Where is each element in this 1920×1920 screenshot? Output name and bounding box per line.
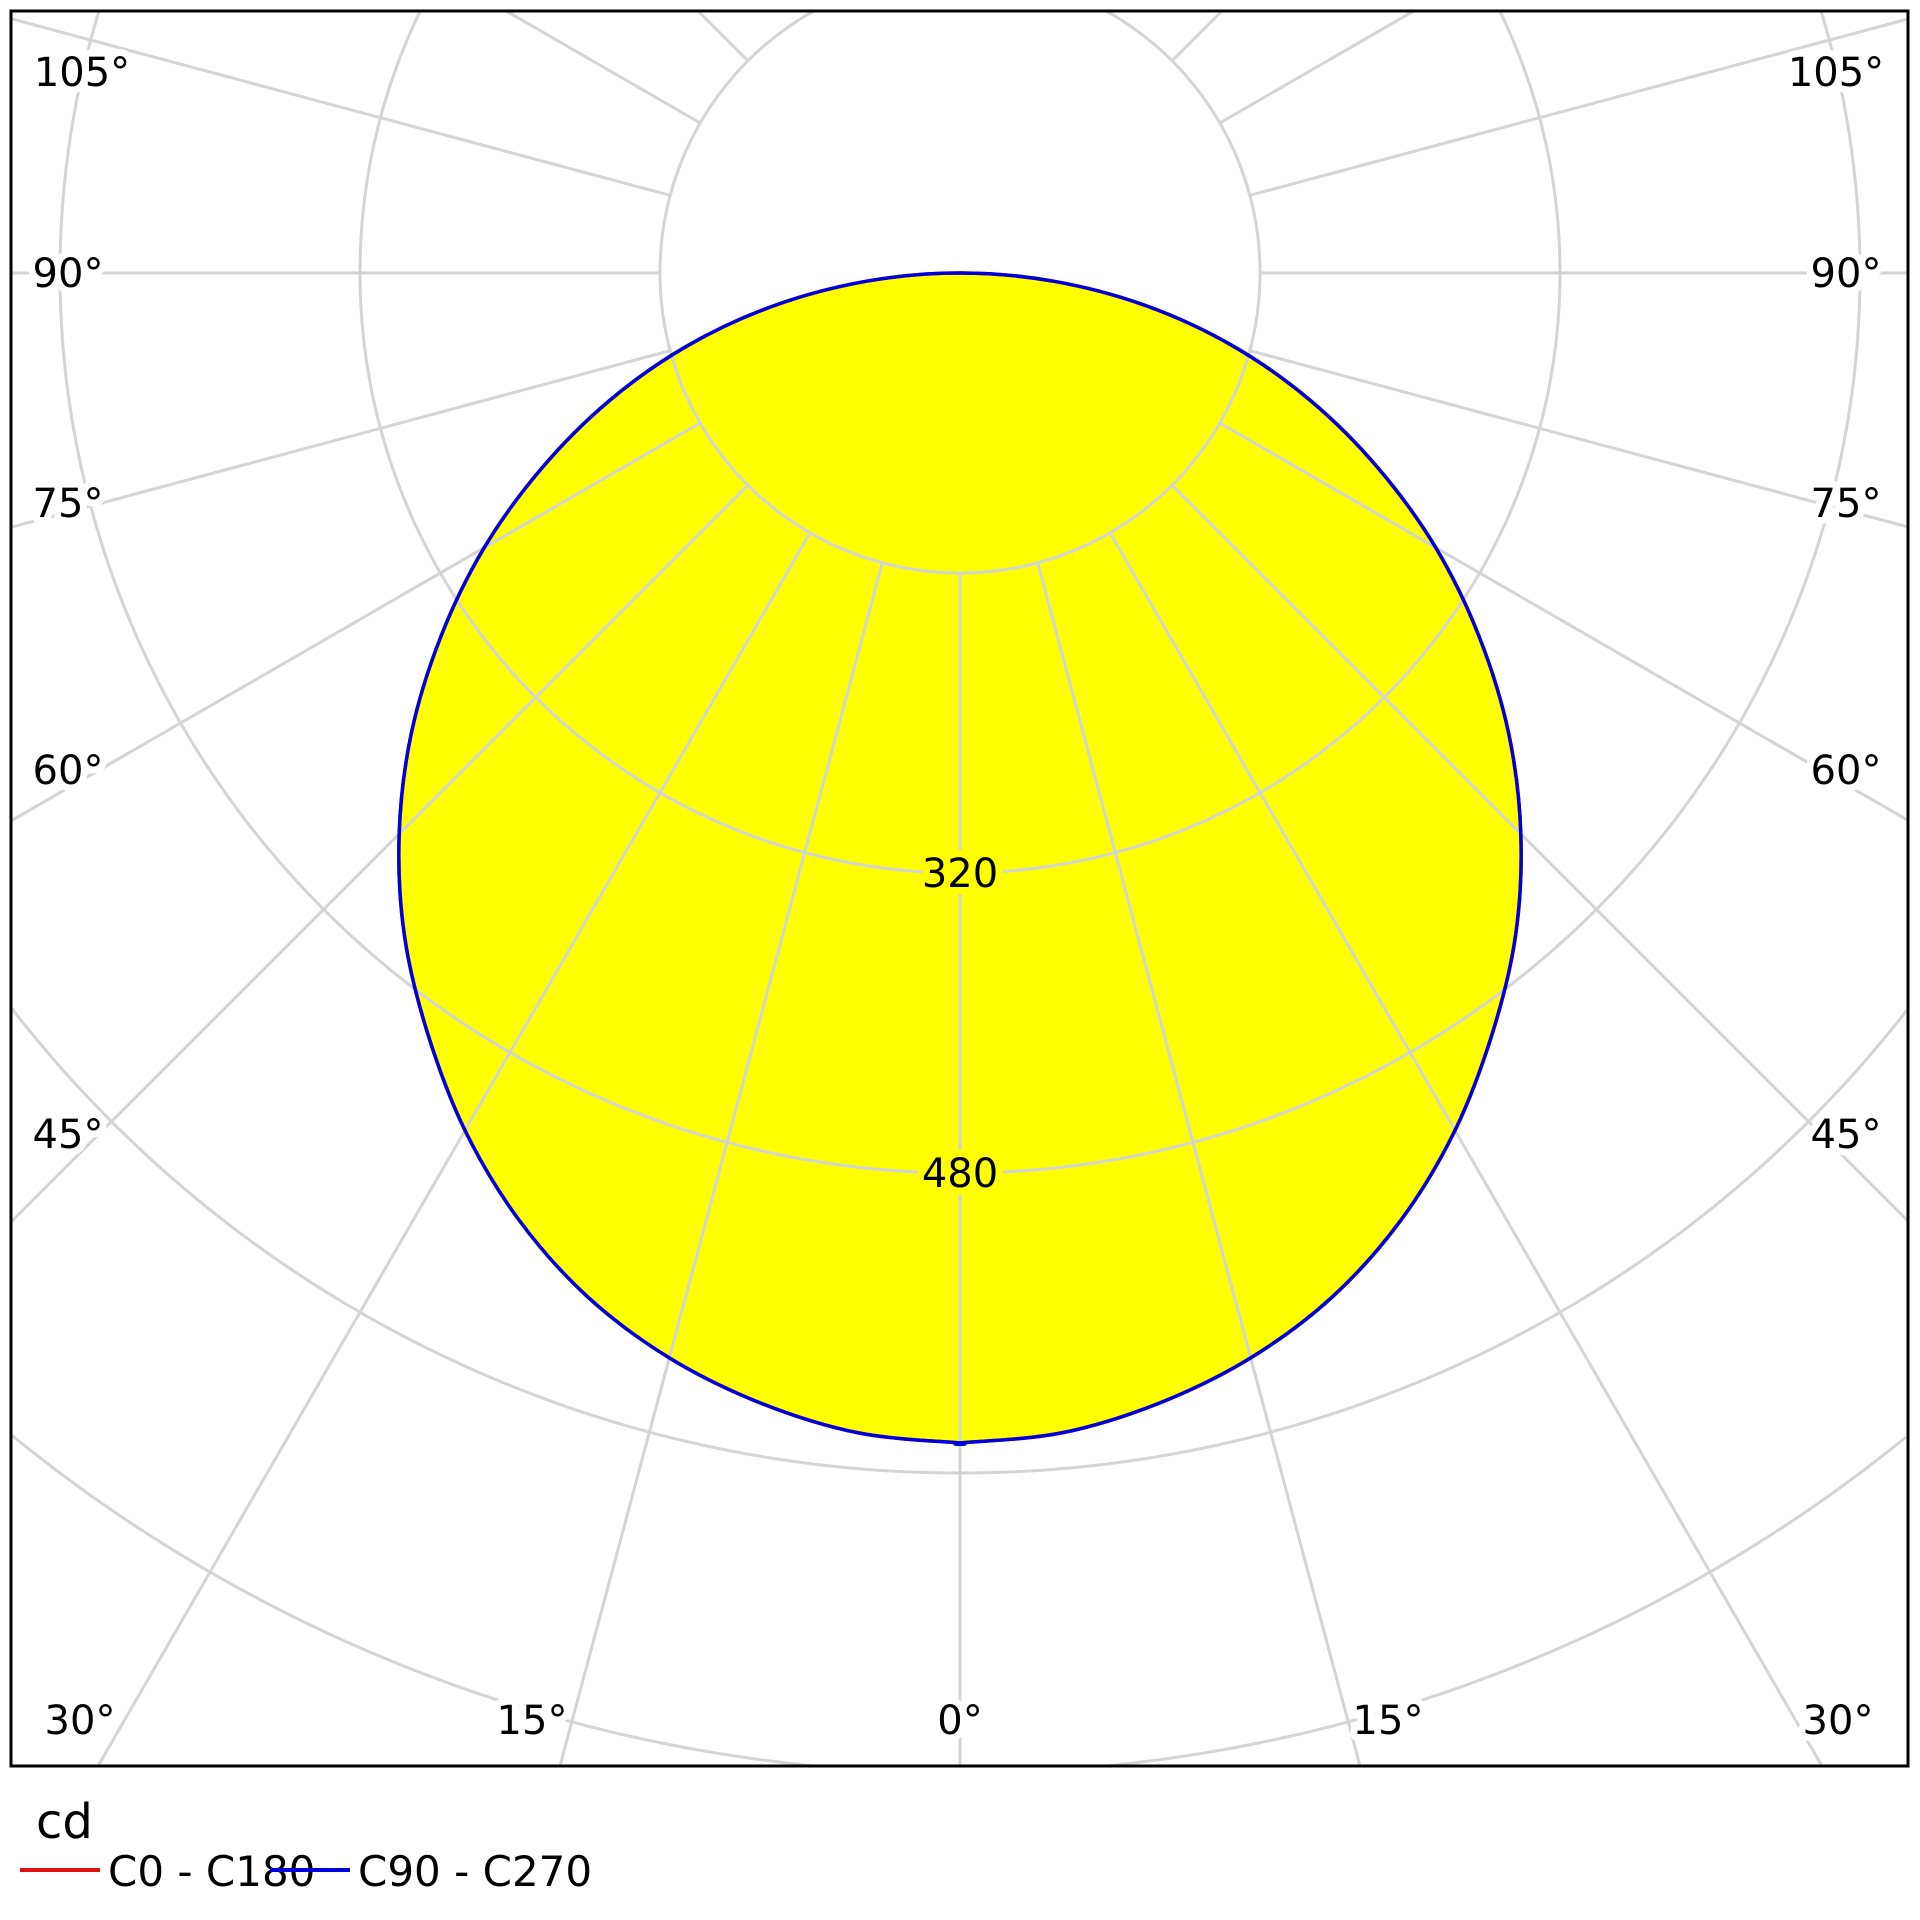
- grid-spoke: [96, 532, 812, 1766]
- grid-spoke: [11, 17, 671, 197]
- grid-ring: [11, 1434, 814, 1766]
- grid-spoke: [505, 11, 701, 125]
- grid-spoke: [696, 11, 749, 62]
- grid-spoke: [1171, 484, 1908, 1223]
- angle-label: 45°: [33, 1112, 104, 1158]
- angle-label: 15°: [1353, 1698, 1424, 1744]
- angle-label: 90°: [33, 251, 104, 297]
- grid-spoke: [1036, 562, 1362, 1766]
- angle-label: 60°: [33, 748, 104, 794]
- plot-frame: [9, 9, 1910, 1768]
- grid-ring: [1498, 11, 1562, 273]
- grid-ring: [658, 11, 1262, 575]
- grid-ring: [1819, 11, 1862, 273]
- grid-spoke: [11, 349, 671, 529]
- angle-label: 45°: [1811, 1112, 1882, 1158]
- angle-label: 30°: [1803, 1698, 1874, 1744]
- grid-ring: [1105, 11, 1262, 273]
- grid-spoke: [1249, 17, 1908, 197]
- grid-ring: [1106, 1435, 1907, 1766]
- angle-label: 0°: [937, 1698, 982, 1744]
- grid-spoke: [1219, 11, 1415, 125]
- angle-label: 30°: [45, 1698, 116, 1744]
- grid-spoke: [11, 484, 749, 1224]
- grid-spoke: [558, 562, 884, 1766]
- angle-label: 105°: [34, 50, 130, 96]
- series-curve-c90-c270: [397, 271, 1523, 1447]
- grid-spoke: [1219, 421, 1908, 822]
- angle-label: 60°: [1811, 748, 1882, 794]
- grid-spoke: [1171, 11, 1224, 62]
- angle-label: 15°: [497, 1698, 568, 1744]
- grid-spoke: [1249, 349, 1908, 529]
- grid-ring: [58, 11, 1862, 1175]
- angle-label: 90°: [1811, 251, 1882, 297]
- unit-label: cd: [36, 1794, 93, 1850]
- grid-spoke: [1108, 532, 1824, 1766]
- radial-tick-label: 320: [922, 851, 998, 897]
- grid-ring: [358, 11, 1562, 875]
- angle-label: 75°: [33, 481, 104, 527]
- legend-label-c90-c270: C90 - C270: [358, 1847, 592, 1896]
- radial-tick-label: 480: [922, 1151, 998, 1197]
- angle-label: 75°: [1811, 481, 1882, 527]
- angle-label: 105°: [1788, 50, 1884, 96]
- grid-spoke: [11, 421, 701, 823]
